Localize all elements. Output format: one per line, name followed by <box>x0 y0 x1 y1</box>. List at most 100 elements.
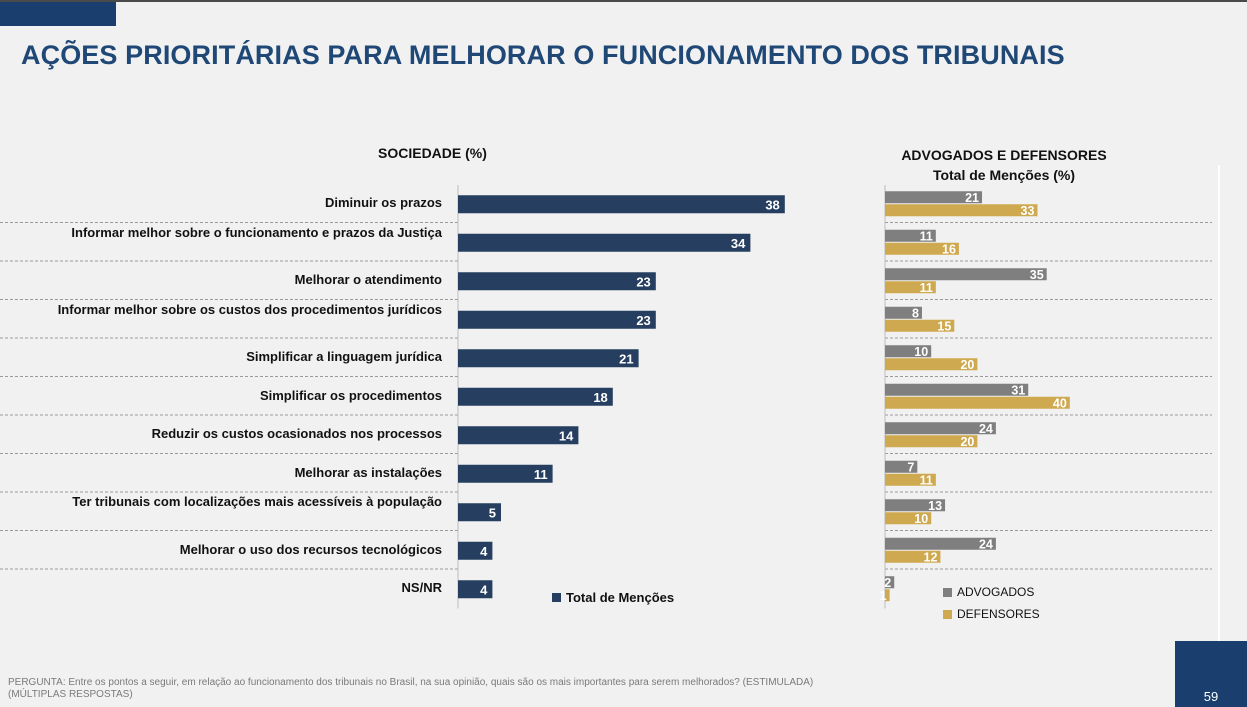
defensores-bar <box>885 319 955 332</box>
legend-advogados-swatch <box>943 587 952 597</box>
defensores-bar <box>885 242 959 255</box>
sociedade-bar <box>458 272 656 291</box>
right-frame-line <box>1218 165 1220 643</box>
defensores-bar-label: 15 <box>937 319 951 333</box>
defensores-bar-label: 1 <box>880 589 887 603</box>
advogados-bar <box>885 268 1047 281</box>
advogados-bar-label: 10 <box>914 345 928 359</box>
sociedade-bar-label: 21 <box>619 351 633 366</box>
defensores-bar-label: 20 <box>960 358 974 372</box>
advogados-bar-label: 35 <box>1030 268 1044 282</box>
legend-sociedade: Total de Menções <box>552 590 674 605</box>
top-border-line <box>0 0 1247 2</box>
legend-advogados: ADVOGADOS <box>943 585 1034 599</box>
advogados-bar <box>885 576 895 589</box>
footer-question: PERGUNTA: Entre os pontos a seguir, em r… <box>8 677 814 688</box>
defensores-bar-label: 10 <box>914 512 928 526</box>
sociedade-bar-label: 4 <box>480 544 488 559</box>
advogados-bar-label: 31 <box>1011 383 1025 397</box>
category-label: Diminuir os prazos <box>324 195 442 211</box>
defensores-bar <box>885 589 890 602</box>
defensores-bar <box>885 281 936 294</box>
category-label: NS/NR <box>401 580 442 596</box>
sociedade-bar <box>458 541 493 560</box>
advogados-bar-label: 2 <box>884 576 891 590</box>
defensores-bar <box>885 435 978 448</box>
advogados-bar <box>885 537 996 550</box>
advogados-bar-label: 7 <box>907 460 914 474</box>
sociedade-bar <box>458 503 501 522</box>
category-label: Simplificar a linguagem jurídica <box>246 349 442 365</box>
sociedade-bar-label: 23 <box>636 313 650 328</box>
advogados-bar-label: 24 <box>979 422 993 436</box>
advogados-bar <box>885 499 946 512</box>
sociedade-bar <box>458 195 785 214</box>
page-number: 59 <box>1203 689 1219 704</box>
defensores-bar <box>885 550 941 563</box>
defensores-bar-label: 40 <box>1053 396 1067 410</box>
sociedade-bar-label: 5 <box>489 505 496 520</box>
advogados-bar <box>885 229 936 242</box>
sociedade-bar <box>458 426 579 445</box>
advogados-bar <box>885 306 922 319</box>
category-label: Reduzir os custos ocasionados nos proces… <box>151 426 442 442</box>
advogados-bar-label: 11 <box>920 229 933 243</box>
defensores-bar <box>885 473 936 486</box>
legend-defensores-swatch <box>943 609 952 619</box>
category-label: Melhorar o uso dos recursos tecnológicos <box>179 541 442 557</box>
defensores-bar <box>885 204 1038 217</box>
category-label: Informar melhor sobre os custos dos proc… <box>57 301 442 317</box>
category-label: Simplificar os procedimentos <box>259 387 442 403</box>
sociedade-bar-label: 23 <box>636 274 650 289</box>
advogados-bar-label: 21 <box>965 191 979 205</box>
defensores-bar <box>885 396 1070 409</box>
advogados-title-line1: ADVOGADOS E DEFENSORES <box>901 147 1107 163</box>
sociedade-bar <box>458 387 613 406</box>
sociedade-bar <box>458 233 751 252</box>
sociedade-bar-label: 34 <box>731 236 746 251</box>
defensores-bar-label: 11 <box>920 473 933 487</box>
advogados-bar-label: 8 <box>912 306 919 320</box>
sociedade-bar-label: 18 <box>593 390 607 405</box>
advogados-bar <box>885 460 918 473</box>
category-label: Ter tribunais com localizações mais aces… <box>72 494 442 510</box>
advogados-chart-title: ADVOGADOS E DEFENSORES Total de Menções … <box>870 145 1138 185</box>
legend-sociedade-label: Total de Menções <box>566 590 675 605</box>
defensores-bar <box>885 358 978 371</box>
sociedade-bar-label: 11 <box>534 467 548 482</box>
legend-sociedade-swatch <box>552 593 561 602</box>
category-label: Melhorar as instalações <box>294 464 442 480</box>
sociedade-bar <box>458 349 639 368</box>
category-label: Melhorar o atendimento <box>294 272 442 288</box>
footer-note: PERGUNTA: Entre os pontos a seguir, em r… <box>8 677 1008 701</box>
legend-defensores: DEFENSORES <box>943 607 1040 621</box>
defensores-bar-label: 11 <box>920 281 933 295</box>
legend-advogados-label: ADVOGADOS <box>957 585 1035 599</box>
sociedade-bar <box>458 464 553 483</box>
advogados-bar <box>885 191 983 204</box>
category-label: Informar melhor sobre o funcionamento e … <box>71 224 442 240</box>
advogados-bar <box>885 383 1029 396</box>
defensores-bar-label: 20 <box>960 435 974 449</box>
sociedade-chart-title: SOCIEDADE (%) <box>378 145 487 161</box>
defensores-bar-label: 33 <box>1021 204 1035 218</box>
defensores-bar <box>885 512 932 525</box>
sociedade-bar <box>458 580 493 599</box>
sociedade-bar-label: 38 <box>765 197 779 212</box>
sociedade-bar <box>458 310 656 329</box>
top-accent-block <box>0 2 116 26</box>
sociedade-bar-label: 4 <box>480 582 488 597</box>
defensores-bar-label: 16 <box>942 242 956 256</box>
advogados-bar <box>885 345 932 358</box>
advogados-bar-label: 24 <box>979 537 993 551</box>
page-title: AÇÕES PRIORITÁRIAS PARA MELHORAR O FUNCI… <box>21 40 1065 70</box>
legend-defensores-label: DEFENSORES <box>957 607 1040 621</box>
page-number-box <box>1175 641 1247 707</box>
advogados-bar-label: 13 <box>928 499 942 513</box>
advogados-bar <box>885 422 996 435</box>
footer-multiple-answers: (MÚLTIPLAS RESPOSTAS) <box>8 689 133 700</box>
defensores-bar-label: 12 <box>924 550 938 564</box>
sociedade-bar-label: 14 <box>559 428 574 443</box>
advogados-title-line2: Total de Menções (%) <box>932 167 1076 183</box>
